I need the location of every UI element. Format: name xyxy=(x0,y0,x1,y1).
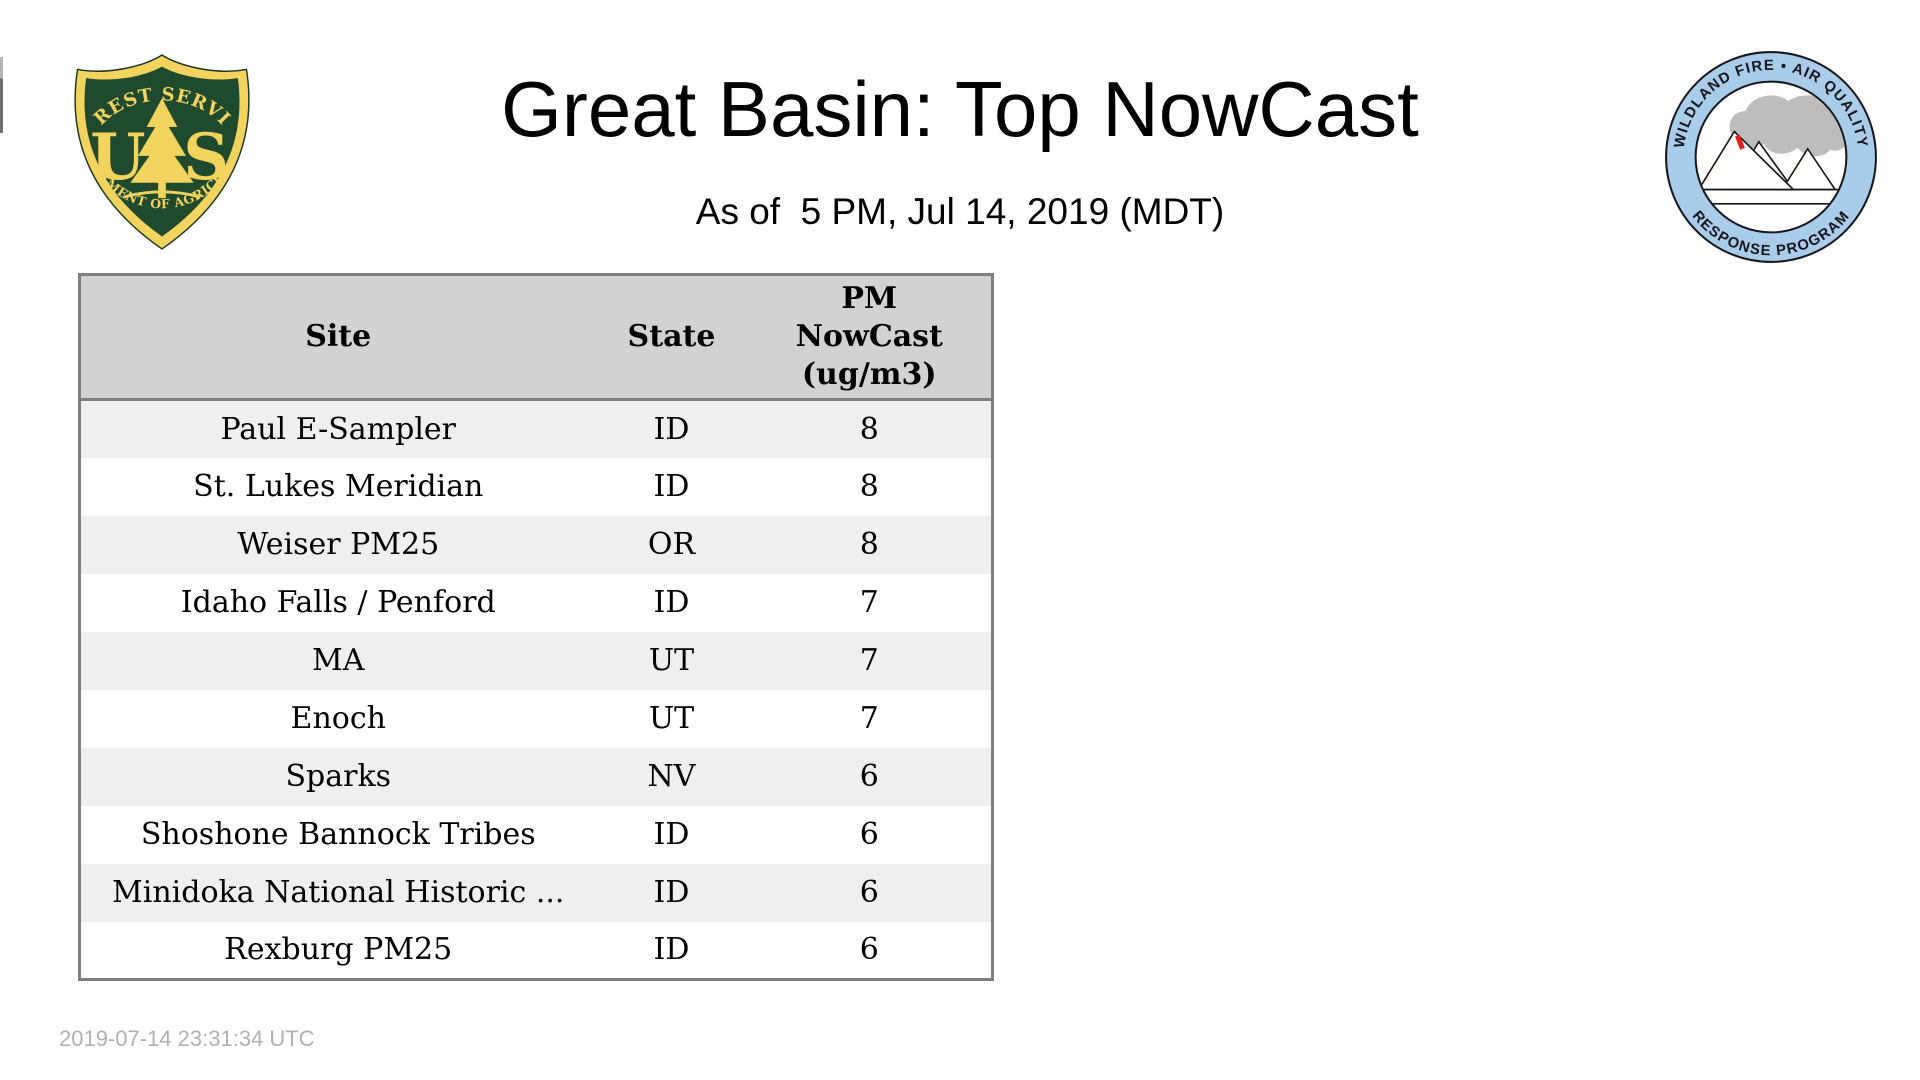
value-cell: 8 xyxy=(747,515,993,574)
col-header-pm-nowcast: PM NowCast (ug/m3) xyxy=(747,274,993,401)
table-header-row: Site State PM NowCast (ug/m3) xyxy=(79,274,993,401)
page-subtitle: As of 5 PM, Jul 14, 2019 (MDT) xyxy=(695,191,1225,232)
tree-ground-line xyxy=(123,190,201,199)
value-cell: 8 xyxy=(747,457,993,516)
site-cell: Shoshone Bannock Tribes xyxy=(79,805,596,864)
state-cell: ID xyxy=(595,399,748,458)
value-cell: 6 xyxy=(747,921,993,980)
table-row: Idaho Falls / Penford ID 7 xyxy=(79,573,993,632)
state-cell: OR xyxy=(595,515,748,574)
site-cell: St. Lukes Meridian xyxy=(79,457,596,516)
table-row: MA UT 7 xyxy=(79,631,993,690)
site-cell: MA xyxy=(79,631,596,690)
site-cell: Paul E-Sampler xyxy=(79,399,596,458)
footer-timestamp: 2019-07-14 23:31:34 UTC xyxy=(59,1026,315,1051)
table-row: Minidoka National Historic ... ID 6 xyxy=(79,863,993,922)
state-cell: ID xyxy=(595,573,748,632)
table-row: Weiser PM25 OR 8 xyxy=(79,515,993,574)
site-cell: Sparks xyxy=(79,747,596,806)
value-cell: 6 xyxy=(747,805,993,864)
site-cell: Minidoka National Historic ... xyxy=(79,863,596,922)
col-header-site: Site xyxy=(79,274,596,401)
table-row: St. Lukes Meridian ID 8 xyxy=(79,457,993,516)
state-cell: ID xyxy=(595,457,748,516)
pine-tree-icon xyxy=(130,98,194,199)
airfire-program-logo: WILDLAND FIRE • AIR QUALITY RESPONSE PRO… xyxy=(1665,51,1877,263)
value-cell: 7 xyxy=(747,689,993,748)
page-title: Great Basin: Top NowCast xyxy=(501,65,1419,153)
state-cell: UT xyxy=(595,631,748,690)
state-cell: NV xyxy=(595,747,748,806)
col-header-state: State xyxy=(595,274,748,401)
fire-mark-icon xyxy=(1735,134,1745,150)
state-cell: ID xyxy=(595,863,748,922)
state-cell: ID xyxy=(595,805,748,864)
value-cell: 7 xyxy=(747,631,993,690)
site-cell: Idaho Falls / Penford xyxy=(79,573,596,632)
site-cell: Enoch xyxy=(79,689,596,748)
nowcast-table: Site State PM NowCast (ug/m3) Paul E-Sam… xyxy=(78,273,994,981)
table-row: Enoch UT 7 xyxy=(79,689,993,748)
state-cell: UT xyxy=(595,689,748,748)
forest-service-logo: FOREST SERVICE U S DEPARTMENT OF AGRICUL… xyxy=(66,46,250,250)
value-cell: 7 xyxy=(747,573,993,632)
table-row: Paul E-Sampler ID 8 xyxy=(79,399,993,458)
site-cell: Weiser PM25 xyxy=(79,515,596,574)
state-cell: ID xyxy=(595,921,748,980)
screen-edge-artifact xyxy=(0,57,3,133)
value-cell: 6 xyxy=(747,863,993,922)
table-row: Rexburg PM25 ID 6 xyxy=(79,921,993,980)
site-cell: Rexburg PM25 xyxy=(79,921,596,980)
table-row: Shoshone Bannock Tribes ID 6 xyxy=(79,805,993,864)
value-cell: 8 xyxy=(747,399,993,458)
table-row: Sparks NV 6 xyxy=(79,747,993,806)
value-cell: 6 xyxy=(747,747,993,806)
